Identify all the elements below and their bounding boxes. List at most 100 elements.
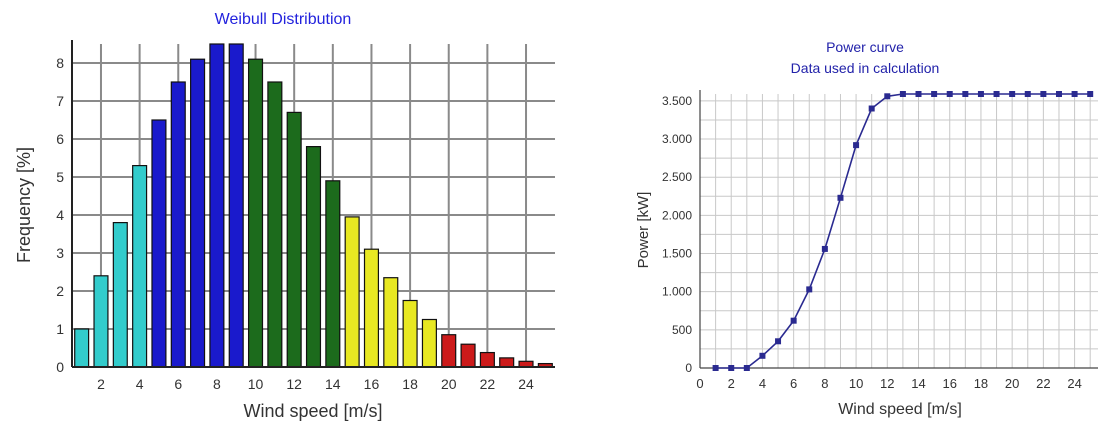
bar [132,165,148,368]
bar [190,58,206,368]
y-tick-label: 1.500 [662,247,692,261]
chart-title: Power curve [826,39,904,55]
data-point-marker [821,245,828,252]
x-tick-label: 6 [790,376,797,391]
x-tick-label: 14 [325,376,341,392]
x-tick-label: 0 [696,376,703,391]
x-tick-label: 12 [286,376,302,392]
x-tick-label: 20 [441,376,457,392]
x-tick-label: 18 [974,376,988,391]
data-point-marker [899,91,906,97]
x-tick-label: 4 [136,376,144,392]
bar [286,111,302,368]
x-tick-label: 22 [1036,376,1050,391]
bar [209,43,225,368]
y-tick-label: 3.500 [662,94,692,108]
data-point-marker [806,286,813,293]
chart-title: Weibull Distribution [215,11,352,28]
x-tick-label: 10 [248,376,264,392]
data-point-marker [946,91,953,97]
y-tick-label: 8 [56,55,64,71]
data-point-marker [759,352,766,359]
bar [363,248,380,368]
data-point-marker [853,142,860,149]
x-tick-label: 14 [911,376,925,391]
data-point-marker [837,194,844,201]
data-point-marker [1024,91,1031,97]
x-tick-label: 18 [402,376,418,392]
data-point-marker [1009,91,1016,97]
bar [112,222,128,368]
x-tick-label: 8 [821,376,828,391]
x-tick-label: 12 [880,376,894,391]
x-tick-label: 8 [213,376,221,392]
data-point-marker [712,365,719,371]
bar [170,81,186,368]
data-point-marker [962,91,969,97]
plot-area [700,94,1098,368]
y-tick-label: 3.000 [662,132,692,146]
bar [93,275,109,368]
y-tick-label: 6 [56,131,64,147]
y-tick-label: 500 [672,323,692,337]
y-tick-label: 1.000 [662,285,692,299]
data-point-marker [977,91,984,97]
y-tick-label: 5 [56,169,64,185]
x-tick-label: 20 [1005,376,1019,391]
bar [499,357,515,368]
y-axis-label: Frequency [%] [14,147,34,263]
data-point-marker [1055,91,1062,97]
bar [305,146,322,368]
data-point-marker [1087,91,1094,97]
data-point-marker [931,91,938,97]
y-tick-label: 2 [56,283,64,299]
x-tick-label: 2 [97,376,105,392]
y-tick-label: 2.000 [662,208,692,222]
y-tick-label: 2.500 [662,170,692,184]
bar [267,81,283,368]
data-point-marker [915,91,922,97]
data-point-marker [743,365,750,371]
bar [247,58,264,368]
data-point-marker [728,365,735,371]
bar [325,180,341,368]
data-point-marker [775,338,782,345]
x-tick-label: 4 [759,376,766,391]
y-tick-label: 1 [56,321,64,337]
x-tick-label: 16 [942,376,956,391]
x-axis-label: Wind speed [m/s] [838,401,962,418]
data-point-marker [884,93,891,100]
y-tick-label: 7 [56,93,64,109]
data-point-marker [1071,91,1078,97]
data-point-marker [868,105,875,112]
y-axis-label: Power [kW] [635,192,652,269]
chart-subtitle: Data used in calculation [791,60,940,76]
y-tick-label: 0 [56,359,64,375]
bar [228,43,244,368]
x-tick-label: 6 [174,376,182,392]
bar [74,328,90,368]
bar [344,216,360,368]
bar [479,351,495,368]
x-axis-label: Wind speed [m/s] [243,401,382,421]
bar [441,334,457,368]
data-point-marker [1040,91,1047,97]
bar [421,318,437,368]
x-tick-label: 22 [480,376,496,392]
x-tick-label: 16 [364,376,380,392]
x-tick-label: 24 [1067,376,1081,391]
x-tick-label: 10 [849,376,863,391]
y-tick-label: 3 [56,245,64,261]
x-tick-label: 2 [728,376,735,391]
y-tick-label: 0 [685,361,692,375]
bar [460,343,476,368]
data-point-marker [790,317,797,324]
data-point-marker [993,91,1000,97]
bar [151,119,167,368]
bar [402,299,418,368]
y-tick-label: 4 [56,207,64,223]
x-tick-label: 24 [518,376,534,392]
bar [383,277,399,368]
